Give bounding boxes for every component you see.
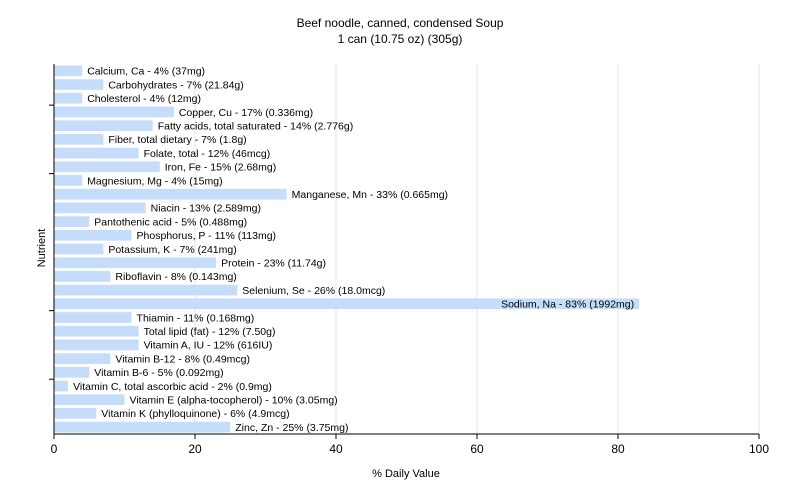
bar <box>54 216 90 227</box>
bar-label: Iron, Fe - 15% (2.68mg) <box>165 162 276 174</box>
bar <box>54 271 111 282</box>
bar-label: Copper, Cu - 17% (0.336mg) <box>179 107 313 119</box>
bar-label: Vitamin B-6 - 5% (0.092mg) <box>94 367 223 379</box>
bar <box>54 353 111 364</box>
bar <box>54 202 146 214</box>
x-tick-label: 100 <box>749 442 769 456</box>
bar-label: Thiamin - 11% (0.168mg) <box>137 312 255 324</box>
bar-label: Fiber, total dietary - 7% (1.8g) <box>108 134 246 146</box>
chart-subtitle: 1 can (10.75 oz) (305g) <box>337 32 463 46</box>
bar-label: Carbohydrates - 7% (21.84g) <box>108 79 243 91</box>
bar-label: Total lipid (fat) - 12% (7.50g) <box>144 326 276 338</box>
x-tick-label: 40 <box>329 442 343 456</box>
bar <box>54 394 125 406</box>
y-axis-title: Nutrient <box>36 229 48 268</box>
bar-label: Riboflavin - 8% (0.143mg) <box>115 271 236 283</box>
bar <box>54 188 287 200</box>
x-tick-label: 60 <box>470 442 484 456</box>
bar <box>54 298 640 310</box>
bar-label: Phosphorus, P - 11% (113mg) <box>137 230 276 242</box>
bar-label: Manganese, Mn - 33% (0.665mg) <box>292 189 448 201</box>
bar-label: Vitamin C, total ascorbic acid - 2% (0.9… <box>73 381 272 393</box>
bar-label: Magnesium, Mg - 4% (15mg) <box>87 175 222 187</box>
bar <box>54 161 160 173</box>
bar <box>54 106 174 118</box>
bar-label: Vitamin A, IU - 12% (616IU) <box>144 340 273 352</box>
bar-label: Fatty acids, total saturated - 14% (2.77… <box>158 120 354 132</box>
bar <box>54 134 104 145</box>
bar <box>54 380 69 392</box>
bar <box>54 325 139 337</box>
bar <box>54 408 97 419</box>
bar-label: Selenium, Se - 26% (18.0mcg) <box>242 285 385 297</box>
x-tick-label: 80 <box>611 442 625 456</box>
bar <box>54 421 231 433</box>
bar-label: Niacin - 13% (2.589mg) <box>151 203 261 215</box>
bar <box>54 312 132 323</box>
bar <box>54 339 139 351</box>
x-tick-label: 0 <box>51 442 58 456</box>
x-axis-title: % Daily Value <box>372 468 440 480</box>
bar-label: Zinc, Zn - 25% (3.75mg) <box>235 422 348 434</box>
chart-title: Beef noodle, canned, condensed Soup <box>296 16 504 30</box>
bar-label: Cholesterol - 4% (12mg) <box>87 93 201 105</box>
bar <box>54 284 238 296</box>
bar <box>54 366 90 378</box>
bars-group: Calcium, Ca - 4% (37mg)Carbohydrates - 7… <box>54 65 640 434</box>
bar-label: Folate, total - 12% (46mcg) <box>144 148 271 160</box>
bar-label: Vitamin B-12 - 8% (0.49mcg) <box>115 353 250 365</box>
bar-label: Vitamin K (phylloquinone) - 6% (4.9mcg) <box>101 408 289 420</box>
bar-label: Pantothenic acid - 5% (0.488mg) <box>94 216 247 228</box>
bar <box>54 229 132 241</box>
bar <box>54 120 153 132</box>
bar <box>54 92 83 104</box>
axes-group: 0 20 40 60 80 100 <box>49 64 769 456</box>
bar <box>54 257 217 269</box>
grid-lines <box>194 64 760 434</box>
bar <box>54 65 83 77</box>
bar-label: Protein - 23% (11.74g) <box>221 258 326 270</box>
bar-label: Vitamin E (alpha-tocopherol) - 10% (3.05… <box>130 395 338 407</box>
bar-label: Calcium, Ca - 4% (37mg) <box>87 66 205 78</box>
bar-label: Sodium, Na - 83% (1992mg) <box>501 299 634 311</box>
bar <box>54 147 139 159</box>
bar <box>54 79 104 90</box>
bar-label: Potassium, K - 7% (241mg) <box>108 244 236 256</box>
x-tick-label: 20 <box>188 442 202 456</box>
bar <box>54 243 104 255</box>
bar <box>54 175 83 186</box>
